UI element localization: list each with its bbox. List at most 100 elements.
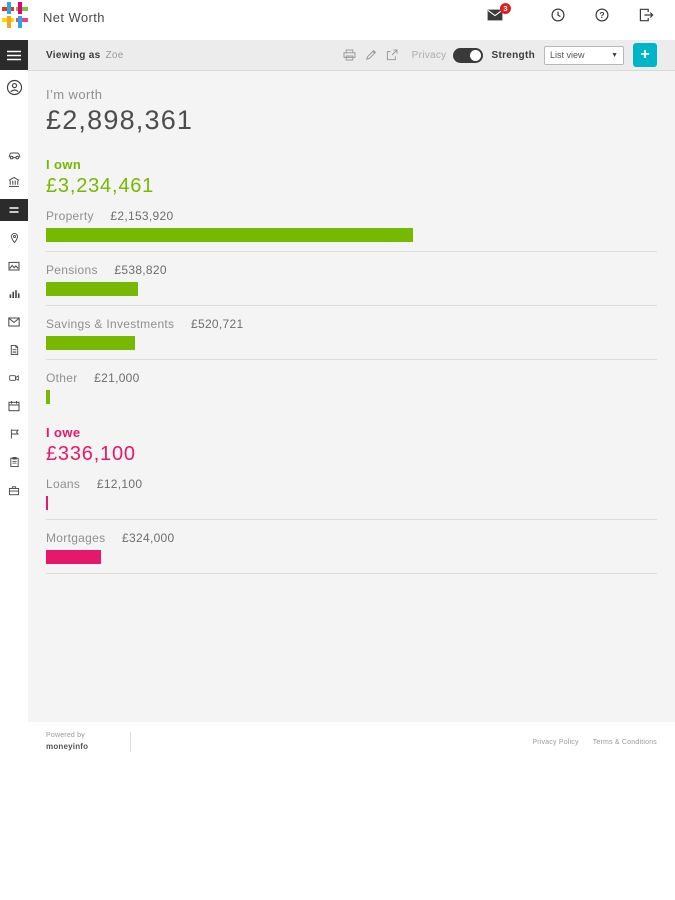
owe-section: I owe £336,100 <box>46 425 657 466</box>
worth-label: I’m worth <box>46 87 103 102</box>
row-head: Loans £12,100 <box>46 477 657 491</box>
powered-by-label: Powered by <box>46 731 85 739</box>
logout-icon <box>639 8 654 22</box>
sidebar-item-messages[interactable] <box>0 308 28 336</box>
strength-label: Strength <box>491 49 535 61</box>
unread-badge: 3 <box>500 3 511 14</box>
row-divider <box>46 359 657 360</box>
liability-row-mortgages[interactable]: Mortgages £324,000 <box>46 531 657 574</box>
page-footer: Powered by moneyinfo Privacy Policy Term… <box>28 722 675 762</box>
pencil-icon <box>365 49 377 61</box>
own-value: £3,234,461 <box>46 175 155 197</box>
hamburger-icon <box>7 50 21 61</box>
liability-bar <box>46 550 101 564</box>
chevron-down-icon: ▼ <box>611 51 618 59</box>
privacy-label: Privacy <box>411 49 447 61</box>
top-icon-group: 3 ? <box>487 3 654 22</box>
asset-row-pensions[interactable]: Pensions £538,820 <box>46 263 657 306</box>
row-divider <box>46 573 657 574</box>
worth-value: £2,898,361 <box>46 105 194 135</box>
flag-icon <box>9 428 20 440</box>
own-section: I own £3,234,461 <box>46 157 657 198</box>
asset-amount: £2,153,920 <box>110 209 174 223</box>
sidebar-item-video[interactable] <box>0 364 28 392</box>
asset-amount: £21,000 <box>94 371 140 385</box>
add-button[interactable]: + <box>633 43 657 67</box>
liability-rows: Loans £12,100 Mortgages £324,000 <box>46 477 657 574</box>
view-toolbar: Viewing as Zoe <box>28 40 675 71</box>
row-head: Savings & Investments £520,721 <box>46 317 657 331</box>
car-icon <box>8 149 21 160</box>
svg-text:?: ? <box>599 10 604 20</box>
powered-by: Powered by moneyinfo <box>46 731 88 754</box>
row-divider <box>46 251 657 252</box>
liability-row-loans[interactable]: Loans £12,100 <box>46 477 657 520</box>
row-head: Other £21,000 <box>46 371 657 385</box>
asset-bar <box>46 336 135 350</box>
printer-icon <box>343 49 356 61</box>
asset-amount: £520,721 <box>191 317 244 331</box>
sidebar-item-locations[interactable] <box>0 224 28 252</box>
sidebar-item-vehicles[interactable] <box>0 140 28 168</box>
bar-chart-icon <box>8 288 20 300</box>
asset-label: Pensions <box>46 263 98 277</box>
print-button[interactable] <box>343 49 356 61</box>
liability-amount: £324,000 <box>122 531 175 545</box>
messages-button[interactable]: 3 <box>487 3 511 21</box>
page-title: Net Worth <box>43 10 105 25</box>
top-bar: Net Worth 3 <box>0 0 675 40</box>
menu-button[interactable] <box>0 40 28 70</box>
history-button[interactable] <box>551 8 565 22</box>
sidebar-item-gallery[interactable] <box>0 252 28 280</box>
viewing-as-label: Viewing as <box>46 49 101 61</box>
sidebar <box>0 40 28 900</box>
mail-icon <box>8 317 20 327</box>
row-head: Pensions £538,820 <box>46 263 657 277</box>
edit-button[interactable] <box>365 49 377 61</box>
document-icon <box>9 344 20 356</box>
sidebar-item-reports[interactable] <box>0 280 28 308</box>
sidebar-item-calendar[interactable] <box>0 392 28 420</box>
sidebar-item-accounts[interactable] <box>0 168 28 196</box>
sidebar-item-net-worth[interactable] <box>0 199 28 221</box>
sidebar-item-documents[interactable] <box>0 336 28 364</box>
row-head: Mortgages £324,000 <box>46 531 657 545</box>
liability-amount: £12,100 <box>96 477 143 491</box>
clock-icon <box>551 8 565 22</box>
net-worth-content: I’m worth £2,898,361 I own £3,234,461 Pr… <box>28 71 675 722</box>
asset-label: Other <box>46 371 78 385</box>
privacy-strength-toggle[interactable] <box>453 47 484 63</box>
asset-bar <box>46 282 138 296</box>
asset-row-savings-investments[interactable]: Savings & Investments £520,721 <box>46 317 657 360</box>
liability-label: Loans <box>46 477 81 491</box>
sidebar-item-tasks[interactable] <box>0 448 28 476</box>
viewing-as-value: Zoe <box>105 49 124 61</box>
terms-link[interactable]: Terms & Conditions <box>592 738 657 746</box>
row-head: Property £2,153,920 <box>46 209 657 223</box>
liability-label: Mortgages <box>46 531 106 545</box>
liability-bar <box>46 496 49 510</box>
help-button[interactable]: ? <box>595 8 609 22</box>
footer-divider <box>130 732 132 752</box>
sidebar-item-portfolio[interactable] <box>0 476 28 504</box>
bank-icon <box>8 176 20 188</box>
image-icon <box>8 260 20 272</box>
asset-bar <box>46 228 413 242</box>
view-select-value: List view <box>550 50 585 60</box>
sidebar-item-goals[interactable] <box>0 420 28 448</box>
privacy-policy-link[interactable]: Privacy Policy <box>532 738 579 746</box>
owe-label: I owe <box>46 425 81 440</box>
map-pin-icon <box>9 232 20 244</box>
asset-row-other[interactable]: Other £21,000 <box>46 371 657 404</box>
asset-rows: Property £2,153,920 Pensions £538,820 <box>46 209 657 404</box>
asset-row-property[interactable]: Property £2,153,920 <box>46 209 657 252</box>
profile-button[interactable] <box>6 79 23 96</box>
asset-label: Property <box>46 209 94 223</box>
view-select[interactable]: List view ▼ <box>544 45 624 65</box>
logout-button[interactable] <box>639 8 654 22</box>
asset-amount: £538,820 <box>114 263 167 277</box>
toggle-knob <box>470 49 482 61</box>
export-button[interactable] <box>386 49 398 61</box>
footer-links: Privacy Policy Terms & Conditions <box>532 739 657 746</box>
